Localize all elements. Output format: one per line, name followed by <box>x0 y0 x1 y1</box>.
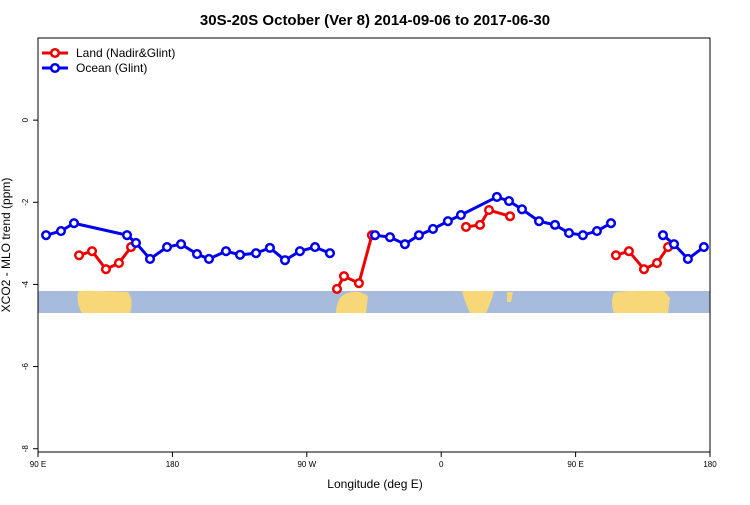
legend-label: Ocean (Glint) <box>76 61 147 75</box>
y-tick-label: -2 <box>21 198 30 206</box>
x-tick-label: 180 <box>166 460 180 469</box>
data-point <box>682 253 693 265</box>
data-point <box>353 278 364 289</box>
data-point <box>442 216 453 227</box>
data-point <box>220 246 232 257</box>
chart-title: 30S-20S October (Ver 8) 2014-09-06 to 20… <box>200 12 550 29</box>
y-tick-label: -4 <box>21 280 30 288</box>
data-point <box>144 253 156 265</box>
data-point <box>460 221 472 232</box>
data-point <box>369 230 381 241</box>
data-point <box>657 230 669 241</box>
data-point <box>324 248 335 259</box>
data-point <box>264 242 275 253</box>
land-shape <box>462 291 494 313</box>
data-point <box>455 209 466 221</box>
land-shape <box>507 292 513 302</box>
data-point <box>384 232 396 243</box>
legend-label: Land (Nadir&Glint) <box>76 46 175 60</box>
data-point <box>516 204 528 215</box>
ocean-strip <box>38 291 710 313</box>
data-point <box>294 246 305 257</box>
data-point <box>651 258 663 269</box>
data-point <box>203 253 215 265</box>
land-shape <box>77 290 132 313</box>
x-tick-label: 90 E <box>30 460 46 469</box>
data-point <box>591 225 603 237</box>
data-point <box>161 242 173 253</box>
x-tick-label: 180 <box>703 460 717 469</box>
x-tick-label: 90 W <box>297 460 316 469</box>
x-tick-label: 90 E <box>567 460 583 469</box>
data-point <box>563 228 575 239</box>
data-point <box>41 230 52 241</box>
data-point <box>234 249 246 260</box>
data-point <box>698 242 709 253</box>
data-point <box>503 196 515 207</box>
data-point <box>331 283 343 294</box>
data-point <box>130 237 142 248</box>
plot-frame <box>37 37 711 453</box>
data-point <box>533 216 545 227</box>
x-tick-label: 0 <box>439 460 444 469</box>
data-point <box>427 223 439 235</box>
data-point <box>279 255 291 266</box>
data-point <box>113 258 124 269</box>
data-point <box>483 205 495 216</box>
y-tick-label: -6 <box>21 362 30 370</box>
data-point <box>623 246 634 257</box>
data-point <box>87 246 98 257</box>
y-axis-label: XCO2 - MLO trend (ppm) <box>0 178 13 313</box>
data-point <box>250 248 262 259</box>
legend-marker <box>49 62 61 74</box>
data-point <box>191 248 203 260</box>
data-point <box>55 225 67 237</box>
data-point <box>338 271 350 282</box>
data-point <box>100 264 111 275</box>
series-line <box>45 195 705 263</box>
data-point <box>176 239 187 250</box>
legend: Land (Nadir&Glint)Ocean (Glint) <box>42 46 175 75</box>
map-strip <box>38 290 710 313</box>
data-point <box>68 218 80 229</box>
data-point <box>74 250 85 261</box>
data-point <box>474 219 486 230</box>
data-point <box>309 242 321 253</box>
land-shape <box>612 290 670 313</box>
data-point <box>638 264 650 275</box>
data-point <box>413 230 424 241</box>
data-point <box>549 219 561 230</box>
y-tick-label: -8 <box>21 445 30 453</box>
data-point <box>121 230 133 241</box>
legend-marker <box>49 47 61 59</box>
data-point <box>504 211 516 222</box>
x-axis-label: Longitude (deg E) <box>327 477 422 491</box>
y-tick-label: 0 <box>21 117 30 122</box>
data-point <box>605 218 617 229</box>
data-point <box>399 239 410 250</box>
data-point <box>577 230 588 241</box>
data-point <box>491 191 502 202</box>
land-shape <box>336 291 368 313</box>
data-point <box>668 239 680 250</box>
data-point <box>610 250 621 261</box>
